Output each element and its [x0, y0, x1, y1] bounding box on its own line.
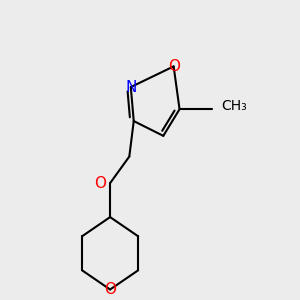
Text: O: O: [94, 176, 106, 190]
Text: O: O: [168, 59, 180, 74]
Text: CH₃: CH₃: [221, 99, 247, 113]
Text: N: N: [125, 80, 136, 94]
Text: O: O: [104, 282, 116, 297]
